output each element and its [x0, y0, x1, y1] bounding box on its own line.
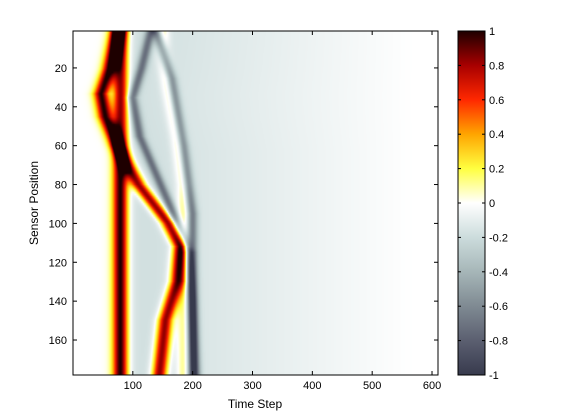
colorbar-tick-label: 0.4: [489, 129, 504, 141]
x-tick-label: 300: [243, 380, 261, 392]
plot-area: 100 200 300 400 500 600 20406080100120140160 …: [27, 30, 441, 411]
y-tick-label: 80: [55, 180, 67, 192]
y-tick-label: 140: [49, 296, 67, 308]
y-tick-label: 160: [49, 335, 67, 347]
colorbar-tick-label: -0.4: [489, 267, 508, 279]
colorbar-tick-label: 1: [489, 26, 495, 38]
colorbar-tick-label: 0.6: [489, 95, 504, 107]
colorbar-tick-label: 0: [489, 198, 495, 210]
colorbar-tick-label: -0.2: [489, 232, 508, 244]
colorbar-tick-label: 0.8: [489, 60, 504, 72]
colorbar-tick-label: -1: [489, 370, 499, 382]
y-tick-label: 20: [55, 63, 67, 75]
y-tick-label: 100: [49, 218, 67, 230]
heatmap-image: [73, 31, 438, 375]
y-axis-label: Sensor Position: [27, 161, 41, 245]
x-axis-ticks: 100 200 300 400 500 600: [124, 31, 441, 392]
x-tick-label: 400: [303, 380, 321, 392]
y-axis-ticks: 20 40 60 80 100 120 140 160: [49, 63, 438, 347]
y-tick-label: 40: [55, 102, 67, 114]
x-axis-label: Time Step: [228, 397, 283, 411]
colorbar-tick-label: -0.6: [489, 301, 508, 313]
colorbar-tick-label: 0.2: [489, 164, 504, 176]
colorbar: 1 0.8 0.6 0.4 0.2 0 -0.2 -0.4 -0.6 -0.8 -1: [457, 26, 508, 382]
plot-frame: [72, 30, 439, 376]
x-tick-label: 200: [183, 380, 201, 392]
colorbar-gradient: [458, 31, 485, 375]
colorbar-ticks: 1 0.8 0.6 0.4 0.2 0 -0.2 -0.4 -0.6 -0.8 -1: [458, 26, 508, 382]
colorbar-tick-label: -0.8: [489, 336, 508, 348]
x-tick-label: 500: [363, 380, 381, 392]
x-tick-label: 600: [423, 380, 441, 392]
x-tick-label: 100: [124, 380, 142, 392]
y-tick-label: 120: [49, 257, 67, 269]
y-tick-label: 60: [55, 141, 67, 153]
